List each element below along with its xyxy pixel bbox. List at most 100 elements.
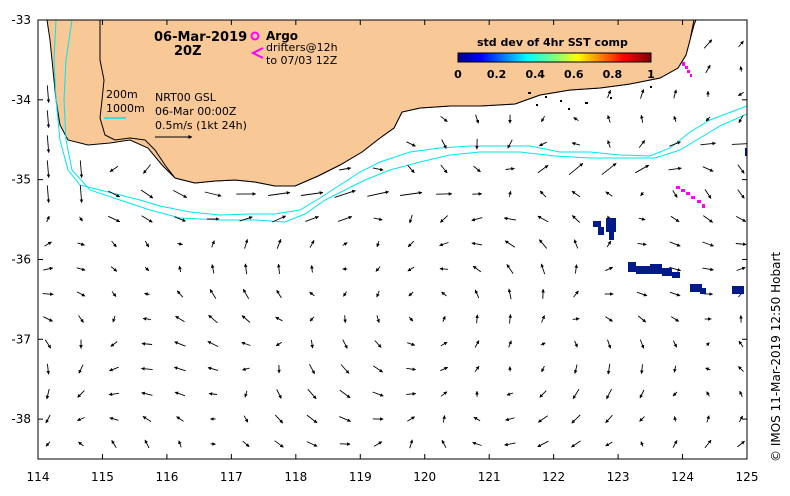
current-arrow [305, 217, 318, 222]
current-arrow [373, 392, 384, 396]
drifters-label-2: to 07/03 12Z [266, 54, 338, 67]
colorbar-tick-label: 0.8 [603, 68, 623, 81]
current-arrow [538, 216, 548, 222]
current-arrow [47, 135, 48, 152]
current-arrow [45, 242, 52, 246]
x-tick-label: 125 [736, 470, 759, 484]
x-tick-label: 117 [220, 470, 243, 484]
current-arrow [640, 417, 645, 422]
current-arrow [706, 368, 711, 370]
current-arrow [47, 85, 48, 102]
x-tick-label: 116 [155, 470, 178, 484]
current-arrow [43, 268, 53, 270]
x-tick-label: 120 [413, 470, 436, 484]
current-arrow [675, 417, 676, 422]
current-arrow [112, 440, 117, 447]
colorbar-tick-label: 0.6 [564, 68, 584, 81]
current-arrow [43, 317, 52, 322]
current-arrow [374, 218, 383, 220]
current-arrow [707, 343, 710, 346]
current-arrow [407, 417, 414, 422]
current-arrow [442, 140, 447, 149]
current-arrow [112, 241, 117, 247]
current-arrow [642, 364, 643, 373]
current-arrow [538, 416, 547, 423]
current-arrow [674, 366, 675, 373]
current-arrow [573, 389, 579, 399]
current-arrow [441, 165, 447, 173]
current-arrow [77, 268, 85, 270]
current-arrow [475, 341, 479, 348]
current-arrow [473, 443, 482, 446]
current-arrow [669, 142, 680, 146]
current-arrow [673, 440, 677, 447]
current-arrow [312, 265, 313, 272]
current-arrow [179, 441, 181, 448]
current-arrow [738, 190, 745, 199]
current-arrow [475, 290, 479, 298]
current-arrow [178, 244, 183, 245]
current-arrow [508, 140, 512, 148]
current-arrow [78, 442, 83, 446]
current-arrow [639, 218, 645, 220]
current-arrow [209, 315, 218, 323]
current-arrow [670, 292, 680, 296]
current-arrow [573, 319, 580, 320]
current-arrow [79, 365, 83, 374]
colorbar-tick-label: 0.4 [525, 68, 545, 81]
current-arrow [476, 115, 479, 124]
current-arrow [574, 291, 579, 297]
current-arrow [572, 415, 581, 423]
current-arrow [45, 340, 51, 348]
current-arrow [242, 343, 251, 346]
current-arrow [673, 341, 676, 348]
current-arrow [538, 441, 549, 447]
current-arrow [406, 394, 415, 395]
current-arrow [46, 442, 50, 447]
current-arrow [472, 243, 482, 245]
current-arrow [706, 65, 710, 73]
current-arrow [572, 143, 580, 145]
current-arrow [311, 340, 312, 348]
current-arrow [43, 294, 54, 295]
current-arrow [738, 165, 744, 174]
current-arrow [703, 216, 712, 223]
current-arrow [310, 240, 314, 247]
current-arrow [673, 191, 677, 198]
current-arrow [442, 440, 446, 448]
current-arrow [707, 416, 709, 423]
current-arrow [541, 116, 544, 122]
current-arrow [276, 342, 282, 346]
current-arrow [440, 269, 448, 270]
x-tick-label: 115 [91, 470, 114, 484]
current-arrow [575, 265, 576, 274]
current-arrow [373, 168, 383, 170]
current-arrow [177, 291, 183, 297]
current-arrow [472, 218, 483, 221]
current-arrow [143, 318, 151, 319]
current-arrow [607, 241, 611, 247]
current-arrow [606, 442, 613, 446]
current-arrow [110, 166, 118, 171]
current-arrow [510, 315, 511, 324]
current-arrow [47, 364, 48, 374]
current-arrow [209, 394, 217, 395]
current-arrow [245, 239, 248, 248]
current-arrow [142, 216, 153, 222]
current-arrow [80, 160, 81, 177]
current-arrow [408, 267, 414, 271]
current-arrow [569, 163, 583, 174]
current-arrow [373, 366, 382, 372]
current-arrow [540, 191, 546, 197]
current-arrow [243, 441, 249, 447]
current-arrow [276, 317, 283, 321]
current-arrow [108, 216, 120, 221]
current-arrow [602, 163, 616, 174]
current-arrow [505, 443, 516, 445]
current-arrow [343, 340, 348, 349]
current-arrow [367, 192, 388, 197]
current-arrow [212, 265, 214, 274]
current-arrow [739, 41, 744, 47]
current-arrow [541, 264, 544, 274]
current-arrow [112, 291, 116, 296]
